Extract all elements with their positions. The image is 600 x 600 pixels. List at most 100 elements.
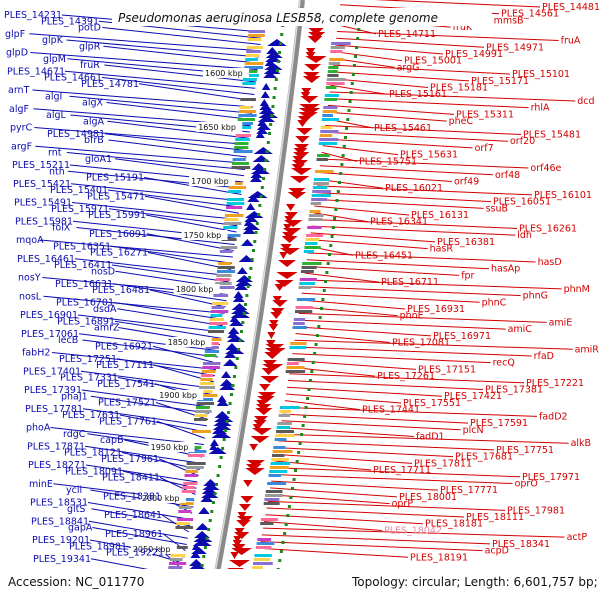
cog-feature-block <box>200 378 213 381</box>
gene-label-right: hasD <box>538 257 562 268</box>
gc-tick <box>307 388 311 391</box>
gc-tick <box>272 96 276 99</box>
gene-label-left: PLES_16901 <box>20 310 78 321</box>
cog-feature-block <box>238 110 257 113</box>
gc-tick <box>246 285 250 288</box>
gc-tick <box>244 303 248 306</box>
cog-feature-block <box>176 522 191 525</box>
leader-lines <box>29 0 576 577</box>
kbp-scale-label: 1900 kbp <box>159 391 197 400</box>
gc-tick <box>262 177 266 180</box>
gc-tick <box>235 357 239 360</box>
cog-feature-block <box>256 542 275 545</box>
gc-tick <box>251 249 255 252</box>
gc-tick <box>294 469 298 472</box>
gene-label-left: PLES_18271 <box>28 460 86 471</box>
reverse-gene-arrow <box>240 496 254 503</box>
leader-line-left <box>51 352 217 370</box>
cog-feature-block <box>214 286 235 289</box>
cog-feature-block <box>254 554 272 557</box>
gene-label-left: rdgC <box>63 429 86 440</box>
forward-gene-arrow <box>201 491 219 498</box>
cog-feature-block <box>293 318 306 321</box>
reverse-gene-arrow <box>270 312 283 319</box>
gene-label-right: plcN <box>463 425 484 436</box>
gene-label-left: PLES_17391 <box>24 385 82 396</box>
leader-line-left <box>116 358 216 377</box>
leader-line-right <box>261 534 491 545</box>
leader-line-left <box>104 64 257 83</box>
leader-line-right <box>309 239 428 250</box>
reverse-gene-arrow <box>256 400 268 407</box>
leader-line-right <box>260 541 483 552</box>
leader-line-right <box>268 494 390 505</box>
gene-label-left: phaJ1 <box>61 391 88 402</box>
gene-label-left: PLES_18091 <box>65 466 123 477</box>
gene-label-left: PLES_16461 <box>17 254 75 265</box>
leader-line-right <box>314 205 410 216</box>
cog-feature-block <box>287 358 305 361</box>
cog-feature-block <box>330 50 343 53</box>
gene-label-right: PLES_17221 <box>526 378 584 389</box>
reverse-gene-arrow <box>268 324 279 331</box>
cog-feature-block <box>218 262 231 265</box>
gene-label-right: PLES_16931 <box>407 304 465 315</box>
cog-feature-block <box>227 198 245 201</box>
leader-line-right <box>331 78 429 89</box>
forward-gene-arrow <box>263 71 277 78</box>
cog-feature-block <box>270 462 291 465</box>
gc-tick <box>279 42 283 45</box>
leader-line-left <box>29 33 260 52</box>
cog-feature-block <box>313 182 330 185</box>
cog-feature-block <box>194 414 208 417</box>
gc-tick <box>336 190 340 193</box>
leader-line-right <box>272 473 513 484</box>
reverse-gene-arrow <box>234 528 245 535</box>
gc-tick <box>242 312 246 315</box>
gene-label-right: amiE <box>549 317 573 328</box>
leader-line-right <box>315 198 484 209</box>
gc-tick <box>325 271 329 274</box>
leader-line-left <box>108 208 238 227</box>
leader-line-left <box>35 145 246 164</box>
gene-label-right: oprO <box>515 478 538 489</box>
cog-feature-block <box>237 122 253 125</box>
reverse-gene-arrow <box>291 164 305 171</box>
gc-tick <box>291 487 295 490</box>
gene-label-left: PLES_18531 <box>30 498 88 509</box>
gc-tick <box>245 294 249 297</box>
title-backdrop <box>112 8 492 26</box>
cog-feature-block <box>180 498 194 501</box>
gene-label-right: PLES_15001 <box>404 56 462 67</box>
gc-tick <box>271 105 275 108</box>
reverse-gene-arrow <box>249 444 258 451</box>
cog-feature-block <box>265 494 284 497</box>
gene-label-left: PLES_19201 <box>32 535 90 546</box>
gc-tick <box>264 159 268 162</box>
gc-tick <box>310 370 314 373</box>
gc-tick <box>338 181 342 184</box>
gene-label-left: PLES_18121 <box>64 448 122 459</box>
gene-label-left: glpR <box>79 41 101 52</box>
gc-tick <box>234 366 238 369</box>
gene-label-left: PLES_14981 <box>47 129 105 140</box>
cog-feature-block <box>229 182 243 185</box>
forward-gene-arrow <box>244 211 264 218</box>
cog-feature-block <box>327 70 338 73</box>
gc-tick <box>208 519 212 522</box>
gene-label-left: phoA <box>26 423 51 434</box>
gc-tick <box>306 397 310 400</box>
reverse-gene-arrow <box>245 464 262 471</box>
cog-feature-block <box>204 354 217 357</box>
cog-feature-block <box>279 406 300 409</box>
gc-tick <box>304 406 308 409</box>
cog-feature-block <box>185 466 204 469</box>
gene-label-left: nth <box>49 166 65 177</box>
cog-feature-block <box>311 194 331 197</box>
kbp-label-backdrop <box>130 544 177 554</box>
gene-label-right: PLES_15461 <box>374 123 432 134</box>
forward-gene-arrow <box>227 327 240 334</box>
gc-tick <box>286 514 290 517</box>
leader-line-left <box>107 189 240 208</box>
gene-label-right: pheC <box>449 116 474 127</box>
